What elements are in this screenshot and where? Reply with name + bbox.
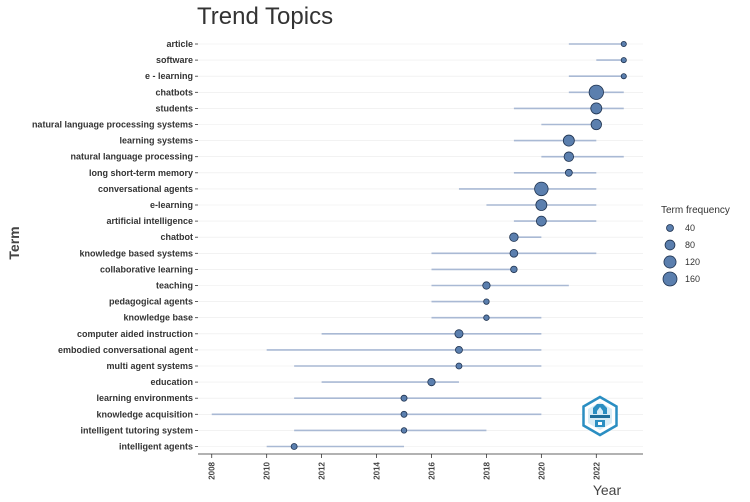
term-point xyxy=(534,181,549,197)
term-point xyxy=(563,151,575,162)
term-label: computer aided instruction xyxy=(77,329,193,339)
term-label: chatbot xyxy=(161,232,194,242)
term-label: students xyxy=(155,103,193,113)
term-label: multi agent systems xyxy=(106,361,193,371)
legend-label: 120 xyxy=(685,257,700,267)
term-label: chatbots xyxy=(155,87,193,97)
term-point xyxy=(590,118,602,131)
x-tick-label: 2016 xyxy=(427,461,436,479)
term-label: conversational agents xyxy=(98,184,193,194)
x-axis-title: Year xyxy=(593,482,622,498)
term-label: pedagogical agents xyxy=(109,297,193,307)
term-label: knowledge base xyxy=(123,313,193,323)
grid-layer xyxy=(198,43,643,447)
term-point xyxy=(427,377,436,387)
x-tick-label: 2020 xyxy=(537,461,546,479)
bibliometrix-logo-icon xyxy=(582,395,618,437)
term-point xyxy=(400,427,408,434)
term-label: learning environments xyxy=(96,393,193,403)
term-label: teaching xyxy=(156,281,193,291)
x-tick-label: 2022 xyxy=(592,461,601,479)
legend-label: 160 xyxy=(685,274,700,284)
term-label: natural language processing systems xyxy=(32,120,193,130)
term-point xyxy=(588,84,604,100)
x-axis: 2008 2010 2012 2014 2016 2018 2020 2022 xyxy=(198,453,643,480)
term-label: software xyxy=(156,55,193,65)
term-point xyxy=(510,265,518,274)
term-point xyxy=(482,281,491,290)
legend-title: Term frequency xyxy=(661,205,730,216)
legend-label: 40 xyxy=(685,223,695,233)
term-label: knowledge based systems xyxy=(79,248,193,258)
term-label: natural language processing xyxy=(70,152,193,162)
term-point xyxy=(590,102,603,115)
x-tick-label: 2012 xyxy=(318,461,327,479)
legend-key xyxy=(662,271,678,287)
chart-title: Trend Topics xyxy=(197,3,333,30)
term-point xyxy=(455,346,463,354)
term-label: intelligent agents xyxy=(119,442,193,452)
points-layer xyxy=(290,41,627,450)
legend-key xyxy=(664,239,676,251)
term-label: embodied conversational agent xyxy=(58,345,193,355)
term-label: collaborative learning xyxy=(100,264,193,274)
legend-key xyxy=(666,224,674,232)
term-label: education xyxy=(150,377,193,387)
legend-label: 80 xyxy=(685,240,695,250)
term-point xyxy=(454,329,464,339)
term-point xyxy=(564,168,573,177)
legend: Term frequency 40 80 120 160 xyxy=(661,205,730,287)
term-label: long short-term memory xyxy=(89,168,193,178)
term-point xyxy=(509,248,519,258)
term-point xyxy=(620,41,627,48)
y-axis-title: Term xyxy=(6,226,22,259)
term-label: intelligent tutoring system xyxy=(80,425,193,435)
term-point xyxy=(455,362,463,370)
term-point xyxy=(620,73,627,80)
term-point xyxy=(535,199,548,211)
term-point xyxy=(290,443,298,450)
term-label: learning systems xyxy=(119,136,193,146)
term-label: e - learning xyxy=(145,71,193,81)
term-point xyxy=(483,314,490,321)
term-point xyxy=(536,215,547,227)
term-label: e-learning xyxy=(150,200,193,210)
term-label: knowledge acquisition xyxy=(96,409,193,419)
term-point xyxy=(562,134,575,147)
term-label: artificial intelligence xyxy=(106,216,193,226)
term-point xyxy=(400,394,408,402)
x-tick-label: 2010 xyxy=(263,461,272,479)
term-point xyxy=(400,410,408,418)
segments-layer xyxy=(211,43,624,448)
x-tick-label: 2018 xyxy=(482,461,491,479)
term-point xyxy=(483,298,490,305)
legend-key xyxy=(663,255,677,269)
term-labels: article software e - learning chatbots stude… xyxy=(32,39,198,452)
term-point xyxy=(509,232,519,242)
x-tick-label: 2008 xyxy=(208,461,217,479)
term-label: article xyxy=(166,39,193,49)
x-tick-label: 2014 xyxy=(373,461,382,479)
term-point xyxy=(620,57,627,64)
